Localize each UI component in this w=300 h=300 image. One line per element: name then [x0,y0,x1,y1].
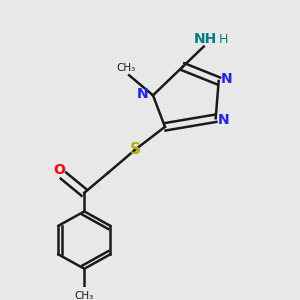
Text: N: N [218,113,230,127]
Text: CH₃: CH₃ [116,63,136,73]
Text: N: N [137,87,148,101]
Text: S: S [130,142,141,157]
Text: CH₃: CH₃ [75,291,94,300]
Text: NH: NH [194,32,217,46]
Text: O: O [53,164,65,177]
Text: N: N [221,72,233,86]
Text: H: H [218,33,228,46]
